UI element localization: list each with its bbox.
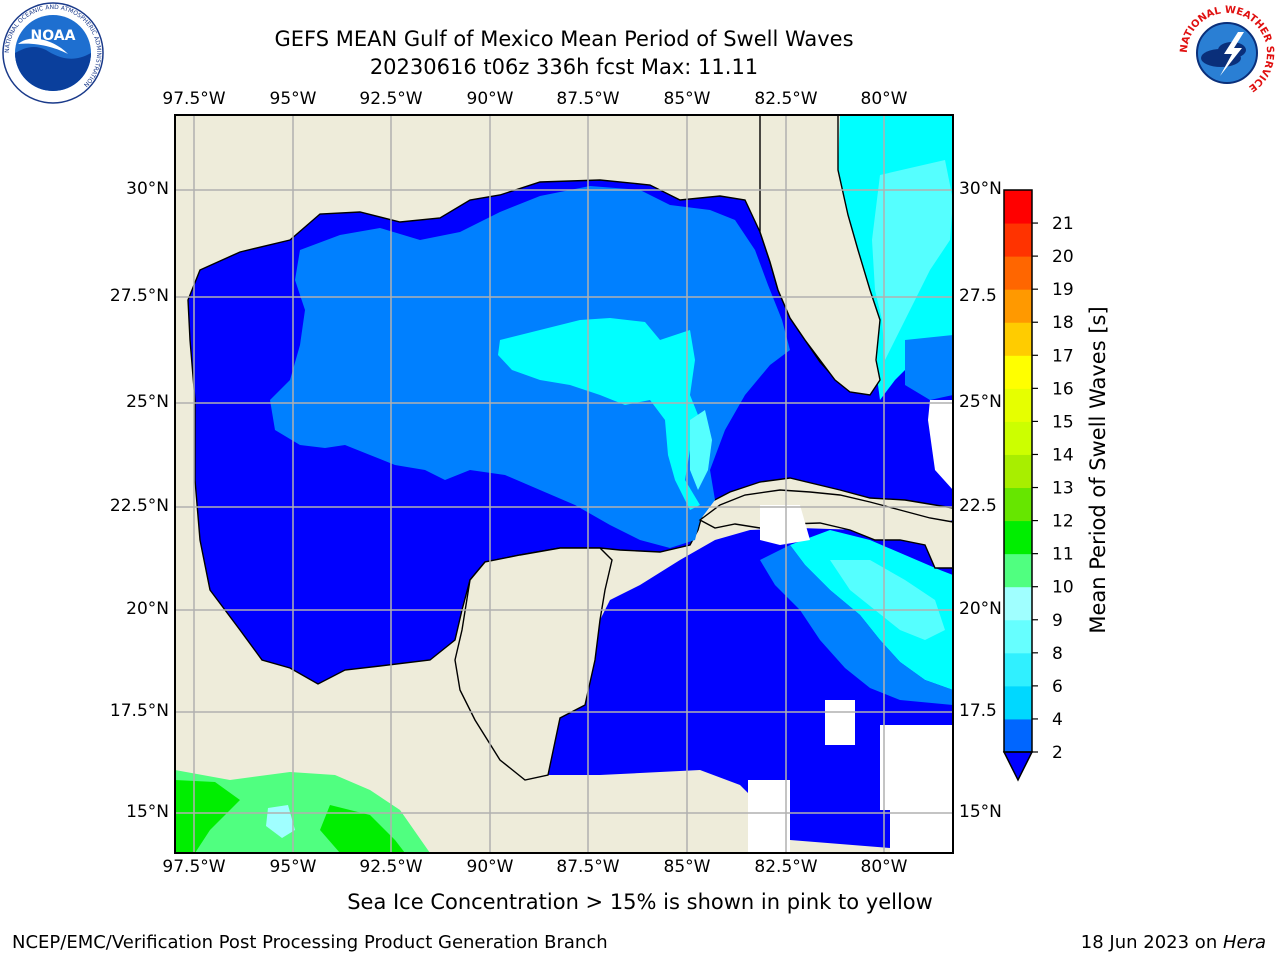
- colorbar-swatch-11: [1004, 355, 1032, 389]
- bahamas-blue: [905, 335, 953, 400]
- colorbar-tick-label-3: 8: [1052, 644, 1063, 664]
- nodata-block-6: [760, 505, 810, 545]
- colorbar-tick-label-16: 21: [1052, 214, 1074, 234]
- map-layers: [175, 115, 953, 853]
- colorbar-label: Mean Period of Swell Waves [s]: [1086, 306, 1110, 634]
- colorbar-tick-label-10: 15: [1052, 412, 1074, 432]
- colorbar-tick-label-8: 13: [1052, 479, 1074, 499]
- lon-label-bottom-0: 97.5°W: [162, 857, 226, 877]
- gulf-cyan-east: [690, 410, 712, 490]
- gridlines: [175, 115, 953, 853]
- nodata-block-1: [825, 700, 855, 745]
- footer-date: 18 Jun 2023 on Hera: [1081, 932, 1266, 953]
- colorbar-swatch-0: [1004, 718, 1032, 753]
- lat-label-right-4: 20°N: [959, 599, 1002, 619]
- colorbar-tick-label-15: 20: [1052, 247, 1074, 267]
- lon-label-top-5: 85°W: [663, 89, 711, 109]
- lon-label-top-4: 87.5°W: [556, 89, 620, 109]
- florida-land: [759, 115, 881, 396]
- lat-label-right-0: 30°N: [959, 179, 1002, 199]
- colorbar-swatch-4: [1004, 586, 1032, 621]
- colorbar-tick-label-13: 18: [1052, 313, 1074, 333]
- colorbar-swatch-9: [1004, 421, 1032, 455]
- footer-credit: NCEP/EMC/Verification Post Processing Pr…: [12, 932, 608, 953]
- lon-label-bottom-7: 80°W: [860, 857, 908, 877]
- footer-host: Hera: [1222, 932, 1266, 953]
- atlantic-inner: [872, 160, 953, 360]
- lat-label-left-1: 27.5°N: [109, 286, 169, 306]
- lon-label-top-1: 95°W: [269, 89, 317, 109]
- svg-text:NOAA: NOAA: [31, 28, 76, 44]
- pacific-dark-green-2: [320, 805, 405, 853]
- lon-label-bottom-6: 82.5°W: [754, 857, 818, 877]
- colorbar: 2 4 6 8 9 10 11 12 13 14 15 16 17 18 19 20 21: [1002, 189, 1074, 782]
- colorbar-swatch-3: [1004, 619, 1032, 654]
- lon-label-bottom-3: 90°W: [466, 857, 514, 877]
- gulf-cyan-core: [498, 318, 700, 510]
- lon-label-bottom-2: 92.5°W: [359, 857, 423, 877]
- plot-subtitle: 20230616 t06z 336h fcst Max: 11.11: [369, 55, 759, 79]
- lon-label-bottom-5: 85°W: [663, 857, 711, 877]
- nodata-block-3: [748, 780, 790, 853]
- nws-logo: NATIONAL WEATHER SERVICE: [1178, 4, 1276, 102]
- colorbar-tick-label-6: 11: [1052, 545, 1074, 565]
- colorbar-frame: [1003, 189, 1033, 753]
- lat-label-left-4: 20°N: [126, 599, 169, 619]
- colorbar-swatch-13: [1004, 289, 1032, 323]
- lon-label-top-3: 90°W: [466, 89, 514, 109]
- lat-label-right-2: 25°N: [959, 392, 1002, 412]
- colorbar-tick-label-0: 2: [1052, 743, 1063, 763]
- colorbar-tick-label-4: 9: [1052, 611, 1063, 631]
- lat-label-left-2: 25°N: [126, 392, 169, 412]
- colorbar-swatch-7: [1004, 487, 1032, 522]
- noaa-logo: NATIONAL OCEANIC AND ATMOSPHERIC ADMINIS…: [2, 2, 104, 104]
- caribbean-medium-blue: [760, 545, 953, 705]
- caribbean-light-band: [830, 560, 945, 640]
- plot-title: GEFS MEAN Gulf of Mexico Mean Period of …: [274, 27, 854, 51]
- colorbar-swatch-15: [1004, 223, 1032, 257]
- colorbar-under-triangle: [1002, 751, 1034, 782]
- lat-label-left-3: 22.5°N: [109, 496, 169, 516]
- lon-label-bottom-1: 95°W: [269, 857, 317, 877]
- lon-label-top-0: 97.5°W: [162, 89, 226, 109]
- colorbar-swatch-6: [1004, 520, 1032, 555]
- map-frame: [174, 114, 954, 854]
- lat-label-left-6: 15°N: [126, 802, 169, 822]
- colorbar-swatch-12: [1004, 322, 1032, 356]
- colorbar-swatch-16: [1004, 190, 1032, 224]
- pacific-dark-green: [175, 780, 240, 853]
- nodata-block-2: [880, 725, 953, 810]
- lat-label-right-6: 15°N: [959, 802, 1002, 822]
- footer-date-text: 18 Jun 2023 on: [1080, 932, 1223, 953]
- yucatan-land: [454, 547, 613, 781]
- colorbar-swatch-5: [1004, 553, 1032, 588]
- lon-label-top-2: 92.5°W: [359, 89, 423, 109]
- lon-label-top-7: 80°W: [860, 89, 908, 109]
- lat-label-right-3: 22.5: [959, 496, 997, 516]
- colorbar-tick-label-11: 16: [1052, 379, 1074, 399]
- lat-label-left-0: 30°N: [126, 179, 169, 199]
- lat-label-right-1: 27.5: [959, 286, 997, 306]
- colorbar-tick-label-7: 12: [1052, 512, 1074, 532]
- colorbar-tick-label-9: 14: [1052, 445, 1074, 465]
- colorbar-tick-label-12: 17: [1052, 346, 1074, 366]
- colorbar-tick-label-5: 10: [1052, 578, 1074, 598]
- colorbar-swatch-2: [1004, 652, 1032, 687]
- sea-ice-note: Sea Ice Concentration > 15% is shown in …: [347, 890, 933, 914]
- nodata-block-5: [928, 400, 953, 490]
- colorbar-tick-label-1: 4: [1052, 710, 1063, 730]
- lon-label-bottom-4: 87.5°W: [556, 857, 620, 877]
- colorbar-swatch-8: [1004, 454, 1032, 489]
- colorbar-tick-label-2: 6: [1052, 677, 1063, 697]
- colorbar-tick-label-14: 19: [1052, 280, 1074, 300]
- colorbar-swatch-14: [1004, 256, 1032, 290]
- lat-label-right-5: 17.5: [959, 701, 997, 721]
- lon-label-top-6: 82.5°W: [754, 89, 818, 109]
- colorbar-swatch-1: [1004, 685, 1032, 720]
- lat-label-left-5: 17.5°N: [109, 701, 169, 721]
- colorbar-swatch-10: [1004, 388, 1032, 422]
- nodata-block-4: [890, 810, 953, 853]
